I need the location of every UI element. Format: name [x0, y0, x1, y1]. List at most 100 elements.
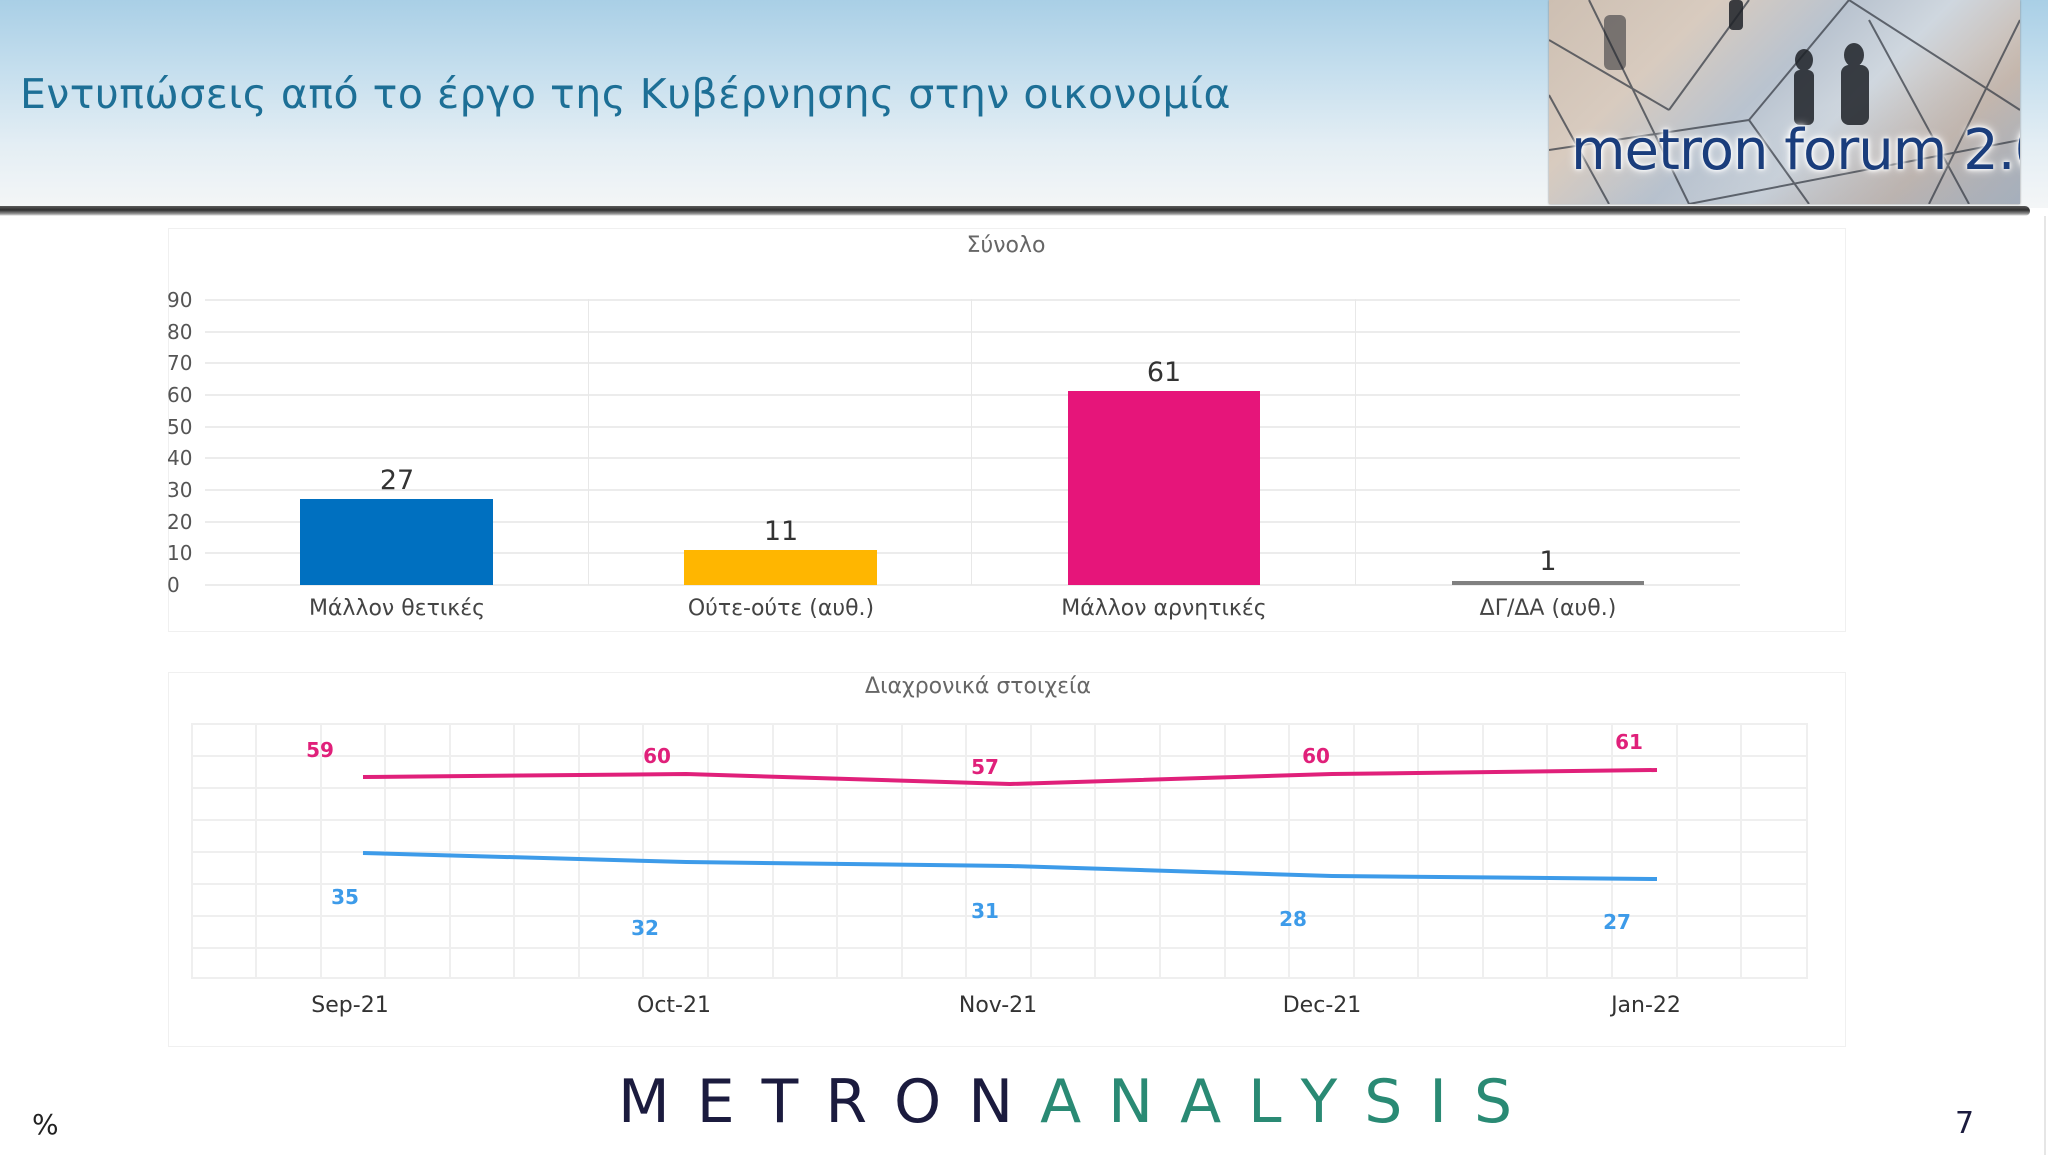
negative-point-label: 57: [971, 755, 999, 779]
gridline: [1482, 723, 1484, 979]
gridline: [205, 331, 1740, 333]
gridline: [1417, 723, 1419, 979]
gridline: [513, 723, 515, 979]
gridline: [1546, 723, 1548, 979]
y-tick: 50: [167, 415, 193, 439]
bar-value-label: 1: [1539, 546, 1557, 577]
category-separator: [588, 299, 589, 585]
page-number: 7: [1955, 1106, 1975, 1141]
gridline: [320, 723, 322, 979]
gridline: [1094, 723, 1096, 979]
header-divider: [0, 206, 2030, 216]
gridline: [1159, 723, 1161, 979]
line-chart-panel: [168, 672, 1846, 1047]
gridline: [1611, 723, 1613, 979]
y-tick: 80: [167, 320, 193, 344]
category-separator: [971, 299, 972, 585]
gridline: [1224, 723, 1226, 979]
gridline: [192, 787, 1808, 789]
gridline: [449, 723, 451, 979]
bar-value-label: 61: [1146, 357, 1182, 388]
category-label: ΔΓ/ΔΑ (αυθ.): [1479, 596, 1617, 621]
x-axis-label: Oct-21: [637, 993, 711, 1018]
gridline: [205, 521, 1740, 523]
gridline: [965, 723, 967, 979]
gridline: [205, 552, 1740, 554]
bar-value-label: 11: [763, 516, 799, 547]
gridline: [205, 299, 1740, 301]
category-label: Μάλλον θετικές: [308, 596, 486, 621]
gridline: [901, 723, 903, 979]
y-tick: 40: [167, 446, 193, 470]
gridline: [1288, 723, 1290, 979]
logo-metron: METRON: [618, 1067, 1041, 1137]
gridline: [642, 723, 644, 979]
negative-point-label: 60: [1302, 744, 1330, 768]
x-axis-label: Dec-21: [1282, 993, 1362, 1018]
y-tick: 70: [167, 351, 193, 375]
y-tick: 0: [167, 573, 180, 597]
gridline: [205, 362, 1740, 364]
gridline: [192, 723, 1808, 725]
negative-point-label: 61: [1615, 730, 1643, 754]
y-tick: 30: [167, 478, 193, 502]
gridline: [205, 426, 1740, 428]
y-tick: 10: [167, 541, 193, 565]
y-tick: 60: [167, 383, 193, 407]
gridline: [192, 915, 1808, 917]
page-border: [2044, 216, 2046, 1155]
y-tick: 90: [167, 288, 193, 312]
gridline: [192, 977, 1808, 979]
gridline: [1353, 723, 1355, 979]
logo-text: metron forum 2.0: [1571, 118, 2020, 183]
gridline: [192, 947, 1808, 949]
slide-title: Εντυπώσεις από το έργο της Κυβέρνησης στ…: [20, 70, 1231, 118]
positive-point-label: 28: [1279, 907, 1307, 931]
gridline: [1806, 723, 1808, 979]
positive-point-label: 31: [971, 899, 999, 923]
logo-analysis: ANALYSIS: [1040, 1067, 1540, 1137]
gridline: [205, 394, 1740, 396]
bar-value-label: 27: [379, 465, 415, 496]
positive-line: [362, 851, 1658, 881]
category-label: Μάλλον αρνητικές: [1061, 596, 1267, 621]
gridline: [1030, 723, 1032, 979]
gridline: [578, 723, 580, 979]
gridline: [384, 723, 386, 979]
x-axis-label: Nov-21: [958, 993, 1038, 1018]
gridline: [192, 851, 1808, 853]
gridline: [205, 489, 1740, 491]
bar-negative: [1068, 391, 1260, 585]
gridline: [1740, 723, 1742, 979]
category-separator: [1355, 299, 1356, 585]
gridline: [192, 755, 1808, 757]
bar-dont-know: [1452, 581, 1644, 585]
bar-neutral: [684, 550, 877, 585]
negative-point-label: 59: [306, 738, 334, 762]
metron-analysis-logo: METRONANALYSIS: [618, 1068, 1539, 1136]
metron-forum-logo: metron forum 2.0: [1549, 0, 2020, 204]
positive-point-label: 35: [331, 885, 359, 909]
gridline: [192, 883, 1808, 885]
category-label: Ούτε-ούτε (αυθ.): [687, 596, 875, 621]
gridline: [255, 723, 257, 979]
positive-point-label: 32: [631, 916, 659, 940]
gridline: [772, 723, 774, 979]
gridline: [836, 723, 838, 979]
unit-label: %: [32, 1108, 59, 1141]
gridline: [205, 457, 1740, 459]
logo-photo-icon: [1549, 0, 2020, 204]
gridline: [191, 723, 193, 979]
x-axis-label: Jan-22: [1611, 993, 1681, 1018]
gridline: [205, 584, 1740, 586]
gridline: [707, 723, 709, 979]
gridline: [1676, 723, 1678, 979]
negative-line: [362, 768, 1658, 786]
positive-point-label: 27: [1603, 910, 1631, 934]
gridline: [192, 819, 1808, 821]
negative-point-label: 60: [643, 744, 671, 768]
line-chart-title: Διαχρονικά στοιχεία: [865, 674, 1091, 699]
x-axis-label: Sep-21: [311, 993, 389, 1018]
bar-positive: [300, 499, 493, 585]
